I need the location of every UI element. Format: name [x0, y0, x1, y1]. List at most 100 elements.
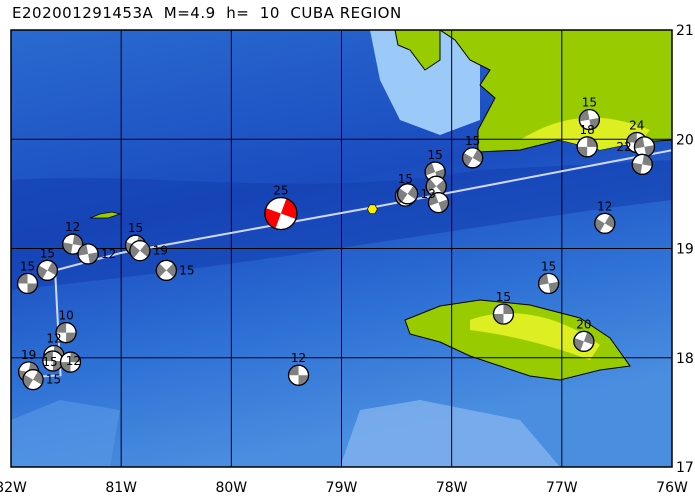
depth-label: 15 [179, 263, 194, 277]
cuba-highlands [520, 117, 650, 150]
depth-label: 15 [40, 246, 55, 260]
compression-quadrant [426, 178, 437, 193]
compression-quadrant [27, 283, 38, 294]
beachball-event[interactable] [287, 364, 310, 386]
compression-quadrant [47, 261, 58, 276]
beachball-event[interactable] [152, 256, 180, 284]
compression-quadrant [407, 185, 418, 200]
compression-quadrant [37, 265, 48, 280]
lon-label: 77W [546, 480, 578, 496]
depth-label: 15 [128, 221, 143, 235]
beachball-event[interactable] [16, 272, 39, 295]
beachball-event[interactable] [34, 257, 61, 284]
beachball-event[interactable] [571, 329, 597, 355]
compression-quadrant [156, 263, 167, 278]
beachball-event[interactable] [492, 303, 515, 325]
beachball-event[interactable] [578, 108, 601, 131]
depth-label: 12 [66, 354, 81, 368]
lon-label: 81W [105, 480, 137, 496]
beachball-event[interactable] [576, 136, 598, 158]
hexagon-marker [367, 204, 378, 214]
depth-label: 15 [42, 355, 57, 369]
compression-quadrant [594, 218, 605, 233]
depth-label: 22 [616, 140, 631, 154]
lat-label: 21N [676, 23, 695, 39]
axis-labels: 82W 81W 80W 79W 78W 77W 76W 21N 20N 19N 18N 17N [0, 23, 695, 496]
compression-quadrant [493, 314, 504, 325]
compression-quadrant [23, 374, 34, 389]
main-event-beachball[interactable] [260, 193, 301, 234]
compression-quadrant [17, 273, 28, 284]
compression-quadrant [604, 214, 615, 229]
cuba-shelf [370, 30, 480, 135]
map-frame [10, 29, 673, 468]
beachball-event[interactable] [459, 144, 486, 171]
compression-quadrant [129, 244, 140, 259]
depth-label: 18 [580, 123, 595, 137]
beachball-event[interactable] [422, 172, 450, 200]
compression-quadrant [472, 149, 483, 163]
compression-quadrant [579, 109, 590, 122]
compression-quadrant [642, 154, 653, 167]
depth-label: 12 [101, 247, 116, 261]
compression-quadrant [632, 162, 643, 175]
lon-label: 82W [0, 480, 27, 496]
compression-quadrant [78, 244, 89, 256]
depth-label: 15 [496, 290, 511, 304]
beachball-event[interactable] [426, 190, 452, 216]
compression-quadrant [60, 362, 71, 373]
depth-label: 19 [21, 348, 36, 362]
shallow-bank-west [11, 400, 120, 467]
cayman-islands [89, 211, 122, 219]
lon-label: 78W [436, 480, 468, 496]
beachball-event[interactable] [55, 322, 77, 344]
depth-labels-layer: 25 12 12 15 15 15 19 15 10 12 12 15 19 15 12 15 13 15 15 15… [20, 96, 645, 387]
beachball-event[interactable] [59, 351, 82, 373]
depth-label: 15 [20, 259, 35, 273]
shallow-bank [340, 400, 560, 467]
beachball-event[interactable] [126, 237, 154, 265]
beachball-event[interactable] [631, 153, 654, 176]
compression-quadrant [56, 322, 67, 333]
beachball-event[interactable] [77, 242, 100, 265]
depth-label: 15 [398, 172, 413, 186]
compression-quadrant [66, 332, 77, 343]
compression-quadrant [634, 137, 645, 149]
beachball-event[interactable] [633, 135, 656, 158]
compression-quadrant [644, 145, 655, 157]
compression-quadrant [33, 370, 44, 385]
compression-quadrant [298, 375, 309, 386]
beachball-event[interactable] [42, 350, 64, 372]
compression-quadrant [166, 263, 177, 278]
beachball-event[interactable] [394, 180, 422, 208]
compression-quadrant [72, 234, 83, 246]
compression-quadrant [436, 179, 447, 194]
compression-quadrant [589, 117, 600, 130]
lat-label: 18N [676, 351, 695, 367]
depth-label: 25 [273, 184, 288, 198]
beachball-event[interactable] [537, 272, 560, 295]
lon-label: 80W [215, 480, 247, 496]
compression-quadrant [139, 243, 150, 258]
compression-quadrant [42, 351, 53, 362]
depth-label: 15 [465, 134, 480, 148]
beachball-event[interactable] [19, 366, 46, 393]
compression-quadrant [548, 281, 559, 294]
depth-label: 12 [291, 351, 306, 365]
cuba-land-west [394, 30, 441, 71]
jamaica-highlands [470, 313, 600, 360]
compression-quadrant [503, 304, 514, 315]
beachball-event[interactable] [591, 210, 618, 237]
map-title: E202001291453A M=4.9 h= 10 CUBA REGION [12, 4, 402, 22]
lon-label: 79W [326, 480, 358, 496]
depth-label: 15 [541, 259, 556, 273]
beachball-event[interactable] [61, 233, 84, 256]
depth-label: 24 [629, 119, 644, 133]
compression-quadrant [70, 352, 81, 363]
compression-quadrant [288, 365, 299, 376]
depth-label: 10 [58, 309, 73, 323]
lon-label: 76W [656, 480, 688, 496]
depth-label: 12 [46, 332, 61, 346]
jamaica [404, 299, 631, 381]
